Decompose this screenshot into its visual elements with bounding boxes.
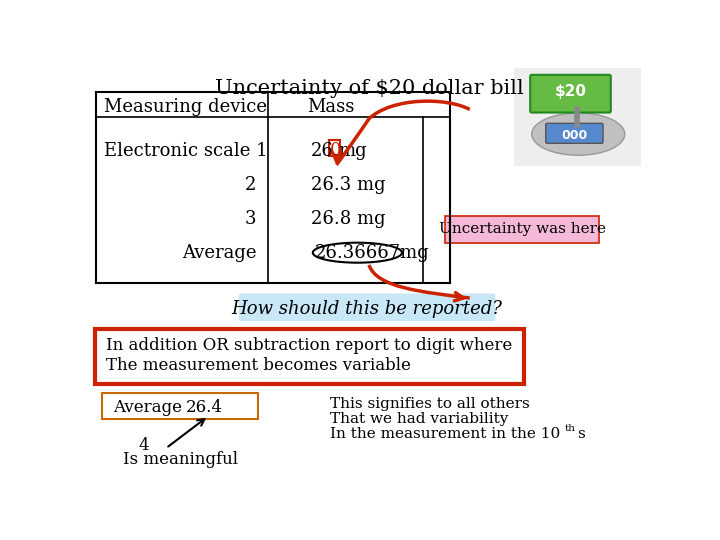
Text: The measurement becomes variable: The measurement becomes variable [106,356,410,374]
Text: This signifies to all others: This signifies to all others [330,397,530,410]
FancyBboxPatch shape [445,215,599,244]
Text: 26.36667mg: 26.36667mg [315,244,430,262]
FancyBboxPatch shape [514,68,641,166]
Text: 2: 2 [246,177,256,194]
FancyBboxPatch shape [94,329,524,384]
Text: Measuring device: Measuring device [104,98,267,116]
Text: In the measurement in the 10: In the measurement in the 10 [330,428,560,442]
Text: 000: 000 [562,130,588,143]
FancyBboxPatch shape [530,75,611,112]
Text: 4: 4 [139,437,150,454]
Text: That we had variability: That we had variability [330,412,508,426]
Text: 26.: 26. [311,142,340,160]
Text: In addition OR subtraction report to digit where: In addition OR subtraction report to dig… [106,336,512,354]
Text: th: th [565,423,576,433]
Text: mg: mg [339,142,367,160]
Text: Uncertainty was here: Uncertainty was here [438,222,606,236]
Text: Average: Average [113,399,182,416]
Text: Uncertainty of $20 dollar bill: Uncertainty of $20 dollar bill [215,79,523,98]
Text: $20: $20 [554,84,587,99]
Text: 26.4: 26.4 [185,399,222,416]
Text: Electronic scale 1: Electronic scale 1 [104,142,268,160]
Text: Mass: Mass [307,98,354,116]
Text: Average: Average [182,244,256,262]
Text: 3: 3 [245,210,256,227]
FancyBboxPatch shape [102,393,258,419]
Text: Is meaningful: Is meaningful [123,450,238,468]
FancyBboxPatch shape [239,294,495,321]
Text: s: s [577,428,585,442]
FancyBboxPatch shape [546,123,603,143]
Text: 0: 0 [330,142,342,160]
Text: 26.8 mg: 26.8 mg [311,210,385,227]
Ellipse shape [532,113,625,156]
Text: 26.3 mg: 26.3 mg [311,177,385,194]
Text: How should this be reported?: How should this be reported? [232,300,503,318]
